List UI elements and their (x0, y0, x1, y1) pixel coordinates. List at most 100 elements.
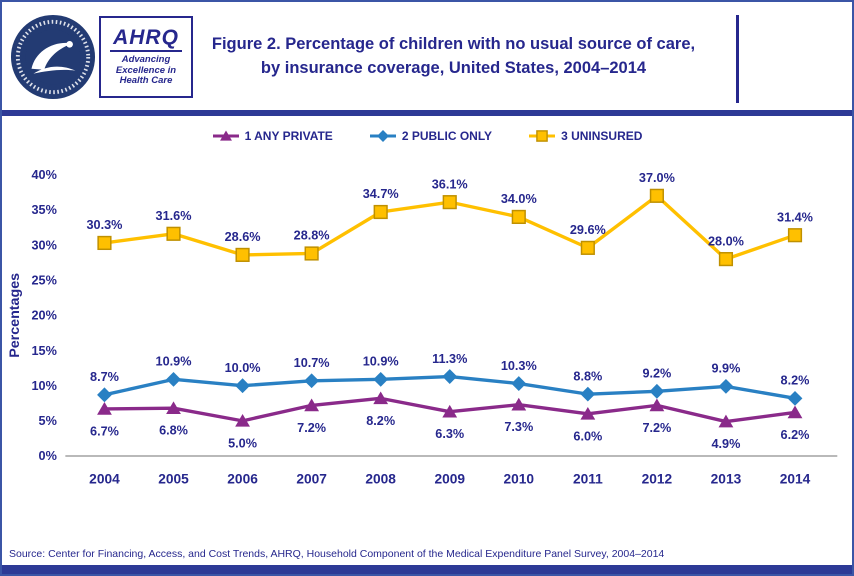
data-point-diamond (649, 383, 665, 399)
data-point-triangle (787, 405, 803, 419)
data-point-diamond (373, 371, 389, 387)
ahrq-tagline-line3: Health Care (119, 75, 173, 87)
data-label: 8.7% (90, 370, 119, 384)
y-tick-label: 25% (32, 273, 57, 287)
legend-square-icon (529, 130, 556, 142)
data-point-square (166, 226, 181, 241)
x-tick-label: 2005 (158, 472, 189, 487)
header-rule (2, 110, 852, 116)
data-point-triangle (304, 398, 320, 412)
ahrq-logo: AHRQ Advancing Excellence in Health Care (99, 16, 193, 98)
legend-diamond-icon (369, 130, 396, 142)
data-label: 6.0% (573, 429, 602, 443)
data-label: 8.2% (366, 414, 395, 428)
data-point-triangle (442, 404, 458, 418)
data-point-triangle (649, 398, 665, 412)
data-label: 10.9% (363, 355, 399, 369)
x-tick-label: 2009 (434, 472, 465, 487)
y-tick-label: 0% (39, 449, 57, 463)
y-tick-label: 10% (32, 379, 57, 393)
footer-bar (2, 565, 852, 574)
data-label: 28.8% (294, 229, 330, 243)
ahrq-tagline-line2: Excellence in (115, 64, 177, 76)
data-label: 31.6% (156, 209, 192, 223)
data-point-diamond (166, 371, 181, 387)
y-tick-label: 35% (32, 203, 57, 217)
data-point-square (97, 235, 112, 251)
ahrq-tagline-line1: Advancing (121, 53, 171, 65)
data-label: 11.3% (432, 352, 467, 366)
x-tick-label: 2013 (711, 472, 742, 487)
source-note: Source: Center for Financing, Access, an… (9, 548, 665, 560)
data-point-diamond (718, 378, 734, 394)
y-tick-label: 5% (39, 414, 57, 428)
figure-title-line1: Figure 2. Percentage of children with no… (211, 35, 696, 54)
y-axis-title: Percentages (7, 273, 23, 358)
data-point-diamond (511, 376, 527, 391)
legend-item-1: 1 ANY PRIVATE (212, 129, 333, 143)
x-tick-label: 2008 (365, 472, 396, 487)
data-point-triangle (97, 402, 112, 415)
data-point-square (580, 240, 595, 255)
data-label: 10.0% (225, 361, 261, 375)
data-point-triangle (580, 406, 596, 420)
data-point-diamond (304, 373, 320, 389)
data-point-square (649, 188, 664, 203)
line-chart: 0% 5% 10% 15% 20% 25% 30% 35% 40% Percentages 2004… (7, 168, 838, 487)
data-label: 7.2% (642, 421, 671, 435)
data-point-diamond (580, 386, 596, 402)
figure-title: Figure 2. Percentage of children with no… (193, 33, 714, 81)
x-tick-label: 2012 (642, 472, 673, 487)
data-label: 6.8% (159, 424, 188, 438)
chart-legend: 1 ANY PRIVATE 2 PUBLIC ONLY 3 UNINSURED (2, 129, 852, 143)
legend-label: 3 UNINSURED (561, 129, 643, 143)
data-point-diamond (787, 390, 803, 406)
data-label: 4.9% (712, 437, 741, 451)
legend-triangle-icon (212, 130, 239, 141)
data-point-diamond (97, 387, 112, 403)
data-label: 34.7% (363, 187, 399, 201)
data-point-square (235, 247, 250, 262)
legend-label: 1 ANY PRIVATE (244, 129, 333, 143)
data-point-square (787, 228, 803, 243)
data-label: 9.2% (642, 367, 671, 381)
data-label: 34.0% (501, 192, 537, 206)
x-tick-label: 2004 (89, 472, 120, 487)
chart-section: 1 ANY PRIVATE 2 PUBLIC ONLY 3 UNINSURED 0%… (2, 116, 852, 515)
data-point-triangle (373, 391, 389, 405)
data-label: 6.3% (435, 427, 464, 441)
ahrq-logo-underline (110, 49, 182, 52)
data-label: 31.4% (777, 210, 813, 224)
x-tick-label: 2011 (573, 472, 603, 487)
data-label: 10.9% (156, 355, 192, 369)
x-tick-label: 2010 (504, 472, 535, 487)
data-point-triangle (235, 413, 250, 427)
data-label: 8.2% (781, 374, 810, 388)
y-tick-label: 30% (32, 238, 57, 252)
header-divider (736, 15, 739, 103)
data-point-triangle (718, 414, 734, 428)
ahrq-logo-tagline: Advancing Excellence in Health Care (115, 53, 177, 88)
data-label: 5.0% (228, 436, 257, 450)
data-point-square (304, 246, 319, 261)
data-point-diamond (235, 378, 250, 394)
data-label: 6.2% (781, 428, 810, 442)
legend-label: 2 PUBLIC ONLY (401, 129, 493, 143)
data-label: 29.6% (570, 223, 606, 237)
data-label: 7.2% (297, 421, 326, 435)
data-point-square (442, 195, 457, 210)
logo-group: AHRQ Advancing Excellence in Health Care (10, 14, 193, 100)
data-label: 7.3% (504, 420, 533, 434)
legend-item-3: 3 UNINSURED (528, 129, 642, 143)
data-point-square (718, 252, 734, 267)
ahrq-logo-name: AHRQ (113, 25, 179, 49)
x-tick-label: 2006 (227, 472, 258, 487)
y-tick-label: 40% (32, 168, 57, 182)
data-point-square (511, 209, 526, 225)
x-tick-label: 2007 (296, 472, 327, 487)
data-label: 10.3% (501, 359, 537, 373)
figure-title-line2: by insurance coverage, United States, 20… (260, 59, 647, 77)
data-label: 9.9% (712, 362, 741, 376)
header: AHRQ Advancing Excellence in Health Care… (2, 2, 852, 110)
